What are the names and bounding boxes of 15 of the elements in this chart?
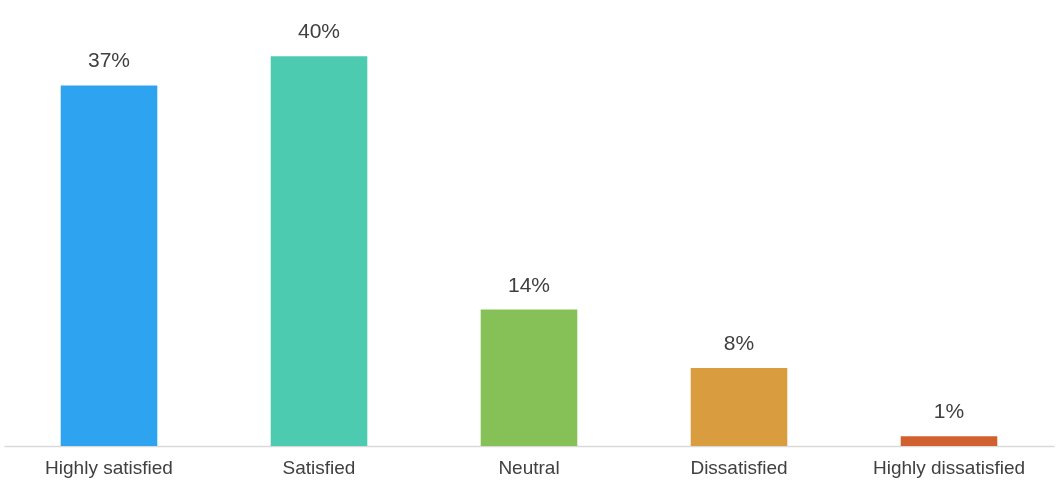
- x-tick-label: Highly dissatisfied: [872, 456, 1026, 478]
- bar: [900, 436, 998, 446]
- x-tick-label: Satisfied: [282, 456, 356, 478]
- data-label: 8%: [723, 331, 755, 355]
- x-tick-label: Dissatisfied: [690, 456, 788, 478]
- data-label: 40%: [297, 19, 341, 43]
- data-label: 1%: [933, 399, 965, 423]
- data-label: 37%: [87, 48, 131, 72]
- bar: [690, 368, 788, 446]
- bar: [480, 309, 578, 446]
- x-tick-label: Neutral: [498, 456, 560, 478]
- bar: [60, 85, 158, 446]
- x-tick-label: Highly satisfied: [45, 456, 173, 478]
- bar: [270, 56, 368, 446]
- data-label: 14%: [507, 272, 551, 296]
